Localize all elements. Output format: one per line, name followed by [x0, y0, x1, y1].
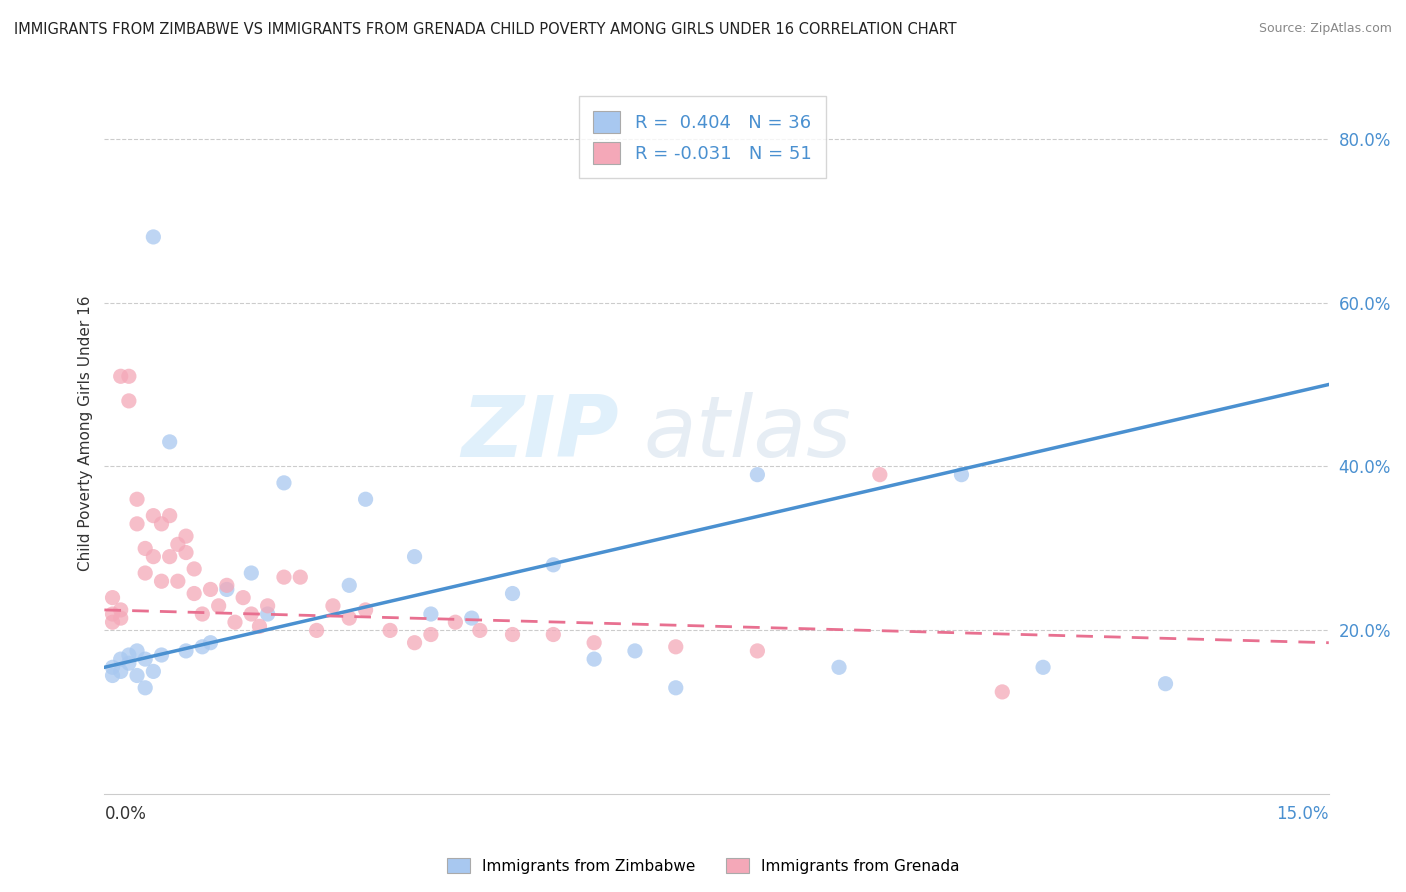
Point — [110, 603, 132, 617]
Point — [354, 492, 377, 507]
Point — [110, 665, 132, 679]
Point — [142, 665, 165, 679]
Point — [101, 607, 124, 621]
Point — [150, 516, 173, 531]
Point — [273, 475, 295, 490]
Point — [174, 644, 197, 658]
Text: 15.0%: 15.0% — [1277, 805, 1329, 823]
Point — [134, 541, 156, 556]
Text: ZIP: ZIP — [461, 392, 619, 475]
Point — [118, 393, 141, 408]
Point — [166, 574, 188, 589]
Point — [110, 611, 132, 625]
Point — [208, 599, 231, 613]
Point — [134, 566, 156, 580]
Point — [224, 615, 246, 630]
Point — [1154, 676, 1177, 690]
Point — [290, 570, 312, 584]
Legend: Immigrants from Zimbabwe, Immigrants from Grenada: Immigrants from Zimbabwe, Immigrants fro… — [440, 852, 966, 880]
Legend: R =  0.404   N = 36, R = -0.031   N = 51: R = 0.404 N = 36, R = -0.031 N = 51 — [579, 96, 825, 178]
Point — [125, 492, 148, 507]
Point — [624, 644, 647, 658]
Point — [828, 660, 851, 674]
Point — [142, 508, 165, 523]
Point — [337, 578, 360, 592]
Point — [468, 624, 491, 638]
Point — [191, 607, 214, 621]
Point — [159, 434, 181, 449]
Y-axis label: Child Poverty Among Girls Under 16: Child Poverty Among Girls Under 16 — [79, 296, 93, 572]
Point — [110, 652, 132, 666]
Point — [101, 668, 124, 682]
Point — [747, 467, 769, 482]
Point — [240, 607, 263, 621]
Point — [183, 586, 205, 600]
Point — [249, 619, 271, 633]
Point — [150, 574, 173, 589]
Point — [150, 648, 173, 662]
Point — [502, 627, 524, 641]
Point — [665, 681, 688, 695]
Point — [378, 624, 401, 638]
Point — [101, 615, 124, 630]
Point — [215, 578, 238, 592]
Point — [101, 591, 124, 605]
Point — [174, 529, 197, 543]
Point — [991, 685, 1014, 699]
Point — [583, 652, 606, 666]
Point — [174, 545, 197, 559]
Point — [543, 627, 565, 641]
Point — [404, 636, 426, 650]
Point — [191, 640, 214, 654]
Point — [232, 591, 254, 605]
Point — [273, 570, 295, 584]
Point — [543, 558, 565, 572]
Point — [305, 624, 328, 638]
Point — [110, 369, 132, 384]
Point — [240, 566, 263, 580]
Text: atlas: atlas — [643, 392, 851, 475]
Point — [665, 640, 688, 654]
Point — [869, 467, 891, 482]
Point — [337, 611, 360, 625]
Point — [256, 607, 278, 621]
Point — [166, 537, 188, 551]
Point — [256, 599, 278, 613]
Point — [101, 660, 124, 674]
Point — [215, 582, 238, 597]
Point — [125, 644, 148, 658]
Point — [159, 549, 181, 564]
Point — [125, 668, 148, 682]
Text: IMMIGRANTS FROM ZIMBABWE VS IMMIGRANTS FROM GRENADA CHILD POVERTY AMONG GIRLS UN: IMMIGRANTS FROM ZIMBABWE VS IMMIGRANTS F… — [14, 22, 956, 37]
Point — [404, 549, 426, 564]
Point — [142, 549, 165, 564]
Point — [142, 230, 165, 244]
Point — [159, 508, 181, 523]
Point — [125, 516, 148, 531]
Point — [419, 607, 441, 621]
Point — [134, 652, 156, 666]
Point — [419, 627, 441, 641]
Point — [200, 636, 222, 650]
Point — [502, 586, 524, 600]
Point — [583, 636, 606, 650]
Point — [118, 657, 141, 671]
Text: 0.0%: 0.0% — [104, 805, 146, 823]
Point — [1032, 660, 1054, 674]
Point — [183, 562, 205, 576]
Point — [444, 615, 467, 630]
Point — [950, 467, 973, 482]
Point — [118, 648, 141, 662]
Point — [747, 644, 769, 658]
Point — [200, 582, 222, 597]
Point — [322, 599, 344, 613]
Point — [460, 611, 482, 625]
Text: Source: ZipAtlas.com: Source: ZipAtlas.com — [1258, 22, 1392, 36]
Point — [134, 681, 156, 695]
Point — [118, 369, 141, 384]
Point — [354, 603, 377, 617]
